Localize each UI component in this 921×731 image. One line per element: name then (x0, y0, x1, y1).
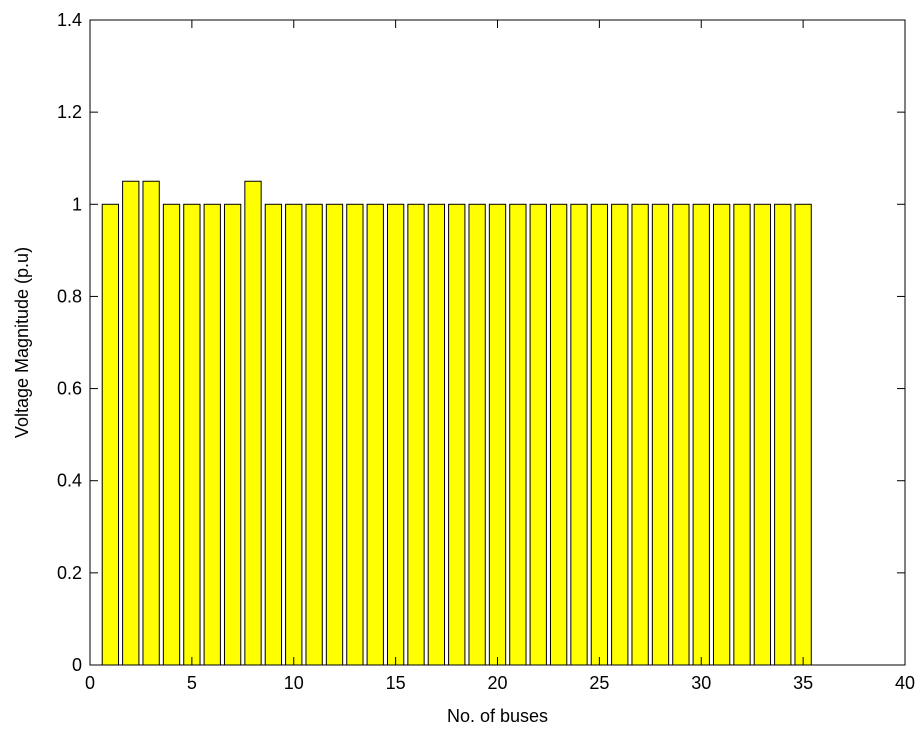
bar-23 (549, 203, 568, 666)
bar-29 (672, 203, 690, 666)
bar-24 (570, 203, 588, 666)
y-tick-label: 0.8 (57, 286, 82, 306)
bar-5 (183, 203, 201, 666)
bar-6 (203, 203, 221, 666)
bar-12 (325, 203, 344, 666)
x-tick-label: 40 (895, 673, 915, 693)
x-tick-label: 10 (284, 673, 304, 693)
bar-19 (468, 203, 486, 666)
bar-17 (427, 203, 446, 666)
bar-30 (692, 203, 710, 666)
x-tick-label: 5 (187, 673, 197, 693)
bars-group (101, 180, 812, 666)
ticks-group: 0 5 10 15 20 25 30 35 40 0 0.2 0.4 0.6 0.8 1 1.2 1.4 (57, 10, 915, 693)
bar-26 (611, 203, 629, 666)
x-tick-label: 30 (691, 673, 711, 693)
x-axis-label: No. of buses (447, 706, 548, 726)
bar-22 (529, 203, 547, 666)
bar-11 (305, 203, 323, 666)
x-tick-label: 15 (386, 673, 406, 693)
bar-13 (346, 203, 364, 666)
bar-35 (794, 203, 812, 666)
bar-8 (244, 180, 262, 666)
bar-3 (142, 180, 160, 666)
y-tick-label: 0.2 (57, 563, 82, 583)
bar-15 (386, 203, 405, 666)
y-axis-label: Voltage Magnitude (p.u) (12, 247, 32, 438)
bar-4 (162, 203, 181, 666)
bar-32 (733, 203, 751, 666)
x-tick-label: 35 (793, 673, 813, 693)
y-tick-label: 0.4 (57, 471, 82, 491)
x-tick-label: 20 (487, 673, 507, 693)
y-tick-label: 1.4 (57, 10, 82, 30)
bar-31 (712, 203, 731, 666)
bar-21 (509, 203, 527, 666)
bar-14 (366, 203, 384, 666)
x-tick-label: 25 (589, 673, 609, 693)
y-tick-label: 1 (72, 194, 82, 214)
bar-33 (753, 203, 772, 666)
bar-18 (448, 203, 466, 666)
y-tick-label: 1.2 (57, 102, 82, 122)
bar-9 (264, 203, 283, 666)
bar-20 (488, 203, 507, 666)
bar-7 (223, 203, 242, 666)
y-tick-label: 0 (72, 655, 82, 675)
bar-16 (407, 203, 425, 666)
bar-25 (590, 203, 609, 666)
bar-10 (285, 203, 303, 666)
bar-27 (631, 203, 649, 666)
bar-2 (122, 180, 140, 666)
bar-34 (774, 203, 792, 666)
y-tick-label: 0.6 (57, 379, 82, 399)
x-tick-label: 0 (85, 673, 95, 693)
bar-28 (651, 203, 670, 666)
bar-1 (101, 203, 120, 666)
